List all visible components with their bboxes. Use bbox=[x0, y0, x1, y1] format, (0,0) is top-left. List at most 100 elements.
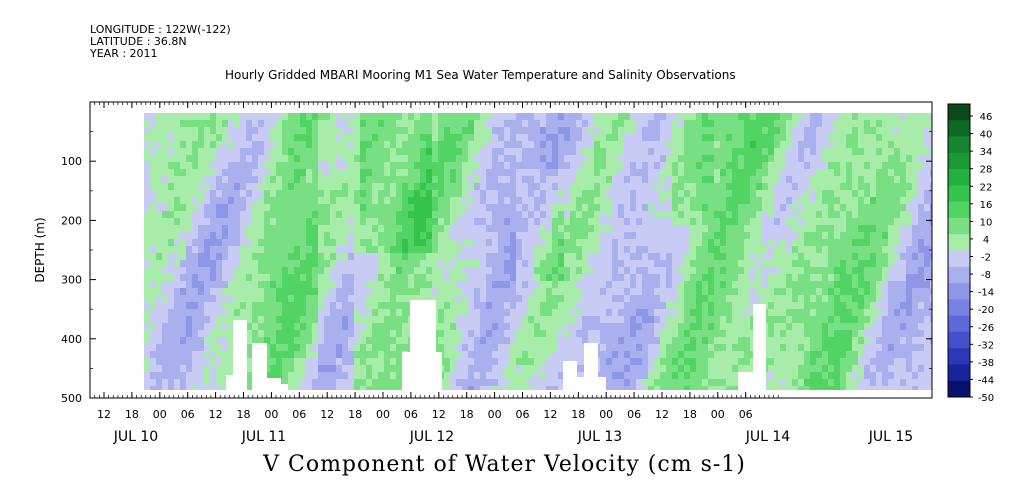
heat-cell bbox=[594, 148, 601, 156]
heat-cell bbox=[168, 232, 175, 240]
heat-cell bbox=[450, 197, 457, 205]
heat-cell bbox=[408, 253, 415, 261]
heat-cell bbox=[930, 316, 932, 324]
heat-cell bbox=[672, 218, 679, 226]
heat-cell bbox=[876, 148, 883, 156]
heat-cell bbox=[294, 218, 301, 226]
heat-cell bbox=[786, 113, 793, 121]
heat-cell bbox=[486, 337, 493, 345]
heat-cell bbox=[510, 281, 517, 289]
heat-cell bbox=[606, 155, 613, 163]
heat-cell bbox=[660, 246, 667, 254]
heat-cell bbox=[894, 176, 901, 184]
heat-cell bbox=[366, 176, 373, 184]
heat-cell bbox=[174, 155, 181, 163]
heat-cell bbox=[774, 274, 781, 282]
heat-cell bbox=[588, 239, 595, 247]
heat-cell bbox=[306, 127, 313, 135]
heat-cell bbox=[504, 232, 511, 240]
heat-cell bbox=[288, 232, 295, 240]
heat-cell bbox=[246, 260, 253, 268]
heat-cell bbox=[162, 176, 169, 184]
heat-cell bbox=[798, 232, 805, 240]
heat-cell bbox=[684, 344, 691, 352]
heat-cell bbox=[786, 302, 793, 310]
heat-cell bbox=[828, 190, 835, 198]
heat-cell bbox=[534, 120, 541, 128]
heat-cell bbox=[216, 323, 223, 331]
heat-cell bbox=[618, 267, 625, 275]
heat-cell bbox=[906, 183, 913, 191]
heat-cell bbox=[414, 127, 421, 135]
heat-cell bbox=[612, 260, 619, 268]
heat-cell bbox=[870, 134, 877, 142]
heat-cell bbox=[552, 120, 559, 128]
heat-cell bbox=[702, 365, 709, 373]
heat-cell bbox=[870, 281, 877, 289]
heat-cell bbox=[816, 295, 823, 303]
heat-cell bbox=[234, 260, 241, 268]
heat-cell bbox=[258, 225, 265, 233]
heat-cell bbox=[702, 260, 709, 268]
heat-cell bbox=[540, 316, 547, 324]
heat-cell bbox=[864, 260, 871, 268]
heat-cell bbox=[150, 337, 157, 345]
heat-cell bbox=[348, 190, 355, 198]
heat-cell bbox=[600, 148, 607, 156]
heat-cell bbox=[438, 190, 445, 198]
heat-cell bbox=[846, 239, 853, 247]
heat-cell bbox=[510, 288, 517, 296]
heat-cell bbox=[834, 211, 841, 219]
heat-cell bbox=[858, 232, 865, 240]
heat-cell bbox=[882, 162, 889, 170]
heat-cell bbox=[864, 309, 871, 317]
heat-cell bbox=[930, 204, 932, 212]
heat-cell bbox=[744, 169, 751, 177]
heat-cell bbox=[240, 281, 247, 289]
heat-cell bbox=[768, 253, 775, 261]
heat-cell bbox=[492, 155, 499, 163]
heat-cell bbox=[180, 316, 187, 324]
heat-cell bbox=[696, 288, 703, 296]
heat-cell bbox=[786, 281, 793, 289]
heat-cell bbox=[210, 295, 217, 303]
heat-cell bbox=[720, 113, 727, 121]
heat-cell bbox=[144, 162, 151, 170]
heat-cell bbox=[360, 120, 367, 128]
heat-cell bbox=[798, 155, 805, 163]
heat-cell bbox=[252, 162, 259, 170]
heat-cell bbox=[396, 148, 403, 156]
heat-cell bbox=[162, 330, 169, 338]
heat-cell bbox=[462, 344, 469, 352]
heat-cell bbox=[282, 190, 289, 198]
heat-cell bbox=[882, 148, 889, 156]
heat-cell bbox=[576, 351, 583, 359]
heat-cell bbox=[930, 225, 932, 233]
heat-cell bbox=[174, 260, 181, 268]
heat-cell bbox=[906, 309, 913, 317]
heat-cell bbox=[366, 330, 373, 338]
heat-cell bbox=[324, 232, 331, 240]
heat-cell bbox=[354, 176, 361, 184]
heat-cell bbox=[456, 169, 463, 177]
heat-cell bbox=[450, 190, 457, 198]
heat-cell bbox=[690, 211, 697, 219]
heat-cell bbox=[456, 148, 463, 156]
heat-cell bbox=[432, 120, 439, 128]
heat-cell bbox=[438, 295, 445, 303]
heat-cell bbox=[852, 127, 859, 135]
heat-cell bbox=[270, 120, 277, 128]
heat-cell bbox=[588, 274, 595, 282]
heat-cell bbox=[144, 113, 151, 121]
heat-cell bbox=[720, 358, 727, 366]
heat-cell bbox=[816, 309, 823, 317]
heat-cell bbox=[162, 295, 169, 303]
heat-cell bbox=[846, 295, 853, 303]
heat-cell bbox=[186, 134, 193, 142]
heat-cell bbox=[906, 267, 913, 275]
heat-cell bbox=[312, 253, 319, 261]
heat-cell bbox=[558, 218, 565, 226]
heat-cell bbox=[234, 183, 241, 191]
heat-cell bbox=[690, 281, 697, 289]
heat-cell bbox=[336, 281, 343, 289]
